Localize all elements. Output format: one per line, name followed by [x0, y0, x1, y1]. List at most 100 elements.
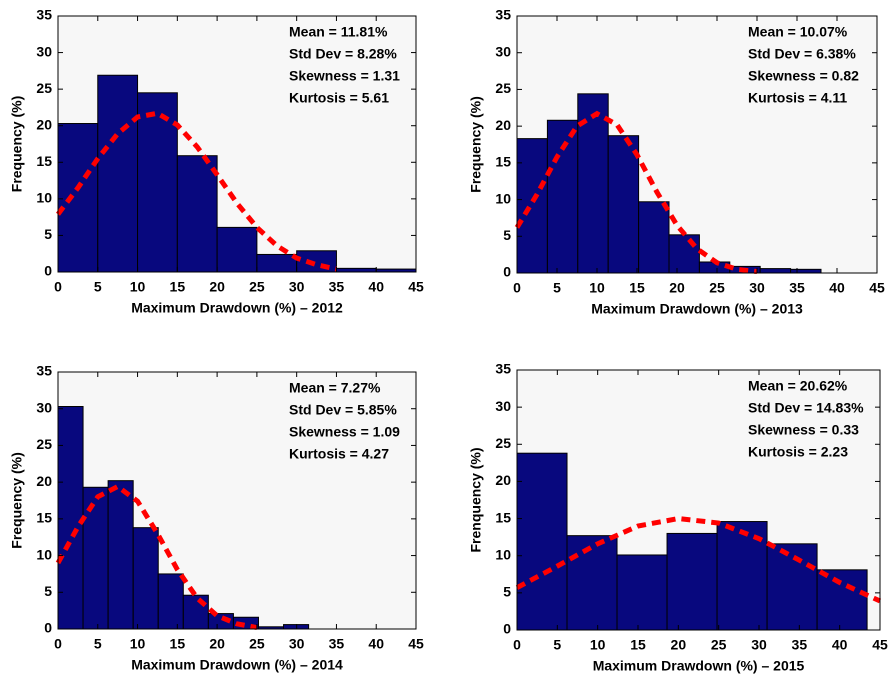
histogram-bar [132, 527, 159, 630]
x-tick-label: 5 [94, 636, 102, 652]
x-tick-label: 10 [130, 636, 146, 652]
x-tick-label: 30 [289, 636, 305, 652]
axes-frame [57, 371, 417, 630]
histogram-bar [57, 123, 99, 273]
y-axis-label: Frequency (%) [9, 452, 25, 548]
histogram-bar [668, 234, 700, 274]
histogram-bar [182, 594, 209, 630]
fit-curve [55, 483, 258, 630]
histogram-bar [57, 406, 84, 630]
y-axis-label: Frequency (%) [9, 96, 25, 192]
stat-annotation: Skewness = 1.31 [289, 68, 400, 84]
x-tick-label: 5 [553, 637, 561, 653]
x-tick-label: 20 [209, 636, 225, 652]
y-tick-label: 25 [495, 80, 511, 96]
stat-annotation: Std Dev = 5.85% [289, 402, 397, 418]
x-axis-label: Maximum Drawdown (%) – 2012 [131, 300, 343, 316]
x-tick-label: 25 [709, 280, 725, 296]
x-tick-label: 45 [872, 637, 888, 653]
y-tick-label: 30 [36, 399, 52, 415]
y-tick-label: 0 [44, 620, 52, 636]
x-tick-label: 40 [368, 636, 384, 652]
x-tick-label: 25 [249, 279, 265, 295]
stat-annotation: Mean = 11.81% [289, 24, 388, 40]
y-tick-label: 10 [495, 546, 511, 562]
x-tick-label: 30 [289, 279, 305, 295]
y-tick-label: 35 [36, 363, 52, 379]
y-tick-label: 10 [36, 546, 52, 562]
histogram-bar [607, 135, 640, 274]
histogram-bar [296, 250, 337, 273]
stat-annotation: Mean = 10.07% [748, 24, 848, 40]
y-axis-label: Frenquency (%) [468, 447, 484, 552]
stat-annotation: Mean = 20.62% [748, 378, 848, 394]
x-axis-label: Maximum Drawdown (%) – 2015 [593, 658, 805, 674]
histogram-bar [790, 268, 822, 274]
y-tick-label: 15 [36, 153, 52, 169]
x-tick-label: 0 [54, 636, 62, 652]
x-tick-label: 45 [408, 636, 424, 652]
x-tick-label: 45 [408, 279, 424, 295]
x-tick-label: 5 [94, 279, 102, 295]
y-tick-label: 20 [495, 472, 511, 488]
x-tick-label: 20 [669, 280, 685, 296]
y-axis-label: Frequency (%) [468, 96, 484, 192]
x-tick-label: 15 [170, 636, 186, 652]
y-tick-label: 35 [495, 7, 511, 23]
y-tick-label: 35 [36, 7, 52, 23]
stat-annotation: Skewness = 0.33 [748, 422, 859, 438]
stat-annotation: Kurtosis = 4.11 [748, 90, 847, 106]
y-tick-label: 20 [36, 116, 52, 132]
y-tick-label: 30 [36, 43, 52, 59]
fit-curve [56, 110, 337, 272]
stat-annotation: Kurtosis = 5.61 [289, 90, 389, 106]
y-tick-label: 10 [36, 190, 52, 206]
x-tick-label: 35 [329, 279, 345, 295]
histogram-bar [107, 480, 134, 630]
x-tick-label: 40 [829, 280, 845, 296]
x-tick-label: 35 [789, 280, 805, 296]
axes-frame [516, 15, 878, 274]
histogram-bar [82, 486, 109, 630]
histogram-bar [566, 535, 618, 631]
x-tick-label: 0 [513, 637, 521, 653]
y-tick-label: 25 [36, 436, 52, 452]
x-tick-label: 40 [368, 279, 384, 295]
x-tick-label: 30 [749, 280, 765, 296]
x-tick-label: 25 [711, 637, 727, 653]
x-tick-label: 0 [513, 280, 521, 296]
y-tick-label: 5 [503, 584, 511, 600]
histogram-bar [137, 92, 178, 273]
x-tick-label: 40 [832, 637, 848, 653]
histogram-bar [546, 119, 579, 274]
histogram-bar [335, 267, 377, 273]
stat-annotation: Std Dev = 8.28% [289, 46, 397, 62]
x-tick-label: 35 [329, 636, 345, 652]
histogram-bar [283, 624, 310, 630]
axes-frame [57, 15, 417, 273]
histogram-bar [516, 452, 568, 631]
x-axis-label: Maximum Drawdown (%) – 2014 [131, 657, 343, 673]
stat-annotation: Std Dev = 14.83% [748, 400, 864, 416]
x-tick-label: 25 [249, 636, 265, 652]
y-tick-label: 5 [503, 227, 511, 243]
histogram-bar [97, 74, 139, 273]
histogram-bar [638, 201, 670, 274]
x-tick-label: 15 [629, 280, 645, 296]
stat-annotation: Kurtosis = 2.23 [748, 444, 848, 460]
y-tick-label: 15 [495, 154, 511, 170]
x-tick-label: 20 [671, 637, 687, 653]
x-tick-label: 20 [209, 279, 225, 295]
x-tick-label: 10 [130, 279, 146, 295]
x-tick-label: 45 [869, 280, 885, 296]
histogram-bar [176, 155, 218, 273]
histogram-bar [666, 532, 718, 631]
x-tick-label: 35 [792, 637, 808, 653]
x-tick-label: 30 [751, 637, 767, 653]
y-tick-label: 20 [495, 117, 511, 133]
stat-annotation: Std Dev = 6.38% [748, 46, 856, 62]
y-tick-label: 15 [495, 509, 511, 525]
y-tick-label: 20 [36, 473, 52, 489]
y-tick-label: 0 [503, 264, 511, 280]
